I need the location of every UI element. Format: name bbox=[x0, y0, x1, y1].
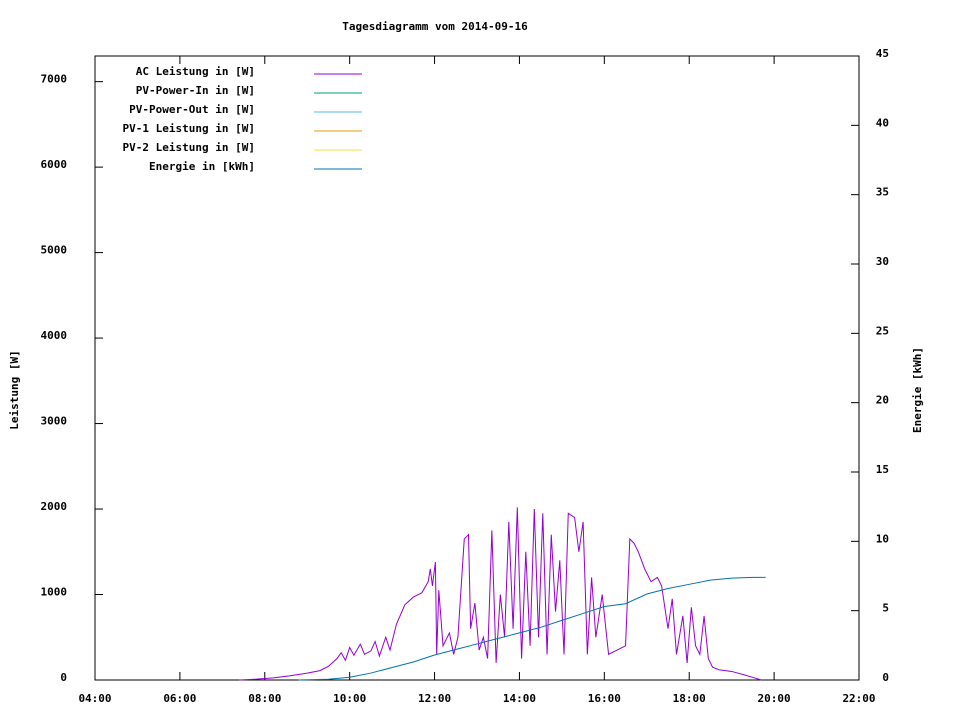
y-axis-label: Leistung [W] bbox=[8, 350, 21, 429]
x-tick-label: 08:00 bbox=[248, 692, 281, 705]
y-tick-label: 3000 bbox=[41, 415, 68, 428]
legend-label: PV-1 Leistung in [W] bbox=[123, 122, 255, 135]
y-tick-label: 0 bbox=[60, 671, 67, 684]
y2-tick-label: 25 bbox=[876, 324, 889, 337]
series-line bbox=[298, 576, 766, 681]
legend-label: Energie in [kWh] bbox=[149, 160, 255, 173]
legend-label: PV-Power-Out in [W] bbox=[129, 103, 255, 116]
x-tick-label: 06:00 bbox=[163, 692, 196, 705]
x-tick-label: 20:00 bbox=[758, 692, 791, 705]
x-tick-label: 14:00 bbox=[503, 692, 536, 705]
y2-tick-label: 30 bbox=[876, 255, 889, 268]
x-tick-label: 10:00 bbox=[333, 692, 366, 705]
x-tick-label: 04:00 bbox=[78, 692, 111, 705]
x-tick-label: 16:00 bbox=[588, 692, 621, 705]
y-tick-label: 5000 bbox=[41, 244, 68, 257]
y-tick-label: 2000 bbox=[41, 500, 68, 513]
y2-tick-label: 0 bbox=[882, 671, 889, 684]
y2-tick-label: 20 bbox=[876, 394, 889, 407]
y2-tick-label: 35 bbox=[876, 186, 889, 199]
y2-tick-label: 45 bbox=[876, 47, 889, 60]
y-tick-label: 6000 bbox=[41, 158, 68, 171]
series-line bbox=[239, 507, 762, 681]
y-tick-label: 1000 bbox=[41, 586, 68, 599]
chart-title: Tagesdiagramm vom 2014-09-16 bbox=[342, 20, 528, 33]
x-tick-label: 12:00 bbox=[418, 692, 451, 705]
y2-axis-label: Energie [kWh] bbox=[911, 347, 924, 433]
x-tick-label: 18:00 bbox=[673, 692, 706, 705]
legend-label: PV-Power-In in [W] bbox=[136, 84, 255, 97]
y2-tick-label: 40 bbox=[876, 116, 889, 129]
legend-label: PV-2 Leistung in [W] bbox=[123, 141, 255, 154]
legend-label: AC Leistung in [W] bbox=[136, 65, 255, 78]
y2-tick-label: 15 bbox=[876, 463, 889, 476]
y-tick-label: 4000 bbox=[41, 329, 68, 342]
plot-frame bbox=[94, 55, 860, 681]
y-tick-label: 7000 bbox=[41, 73, 68, 86]
y2-tick-label: 10 bbox=[876, 532, 889, 545]
y2-tick-label: 5 bbox=[882, 602, 889, 615]
x-tick-label: 22:00 bbox=[842, 692, 875, 705]
